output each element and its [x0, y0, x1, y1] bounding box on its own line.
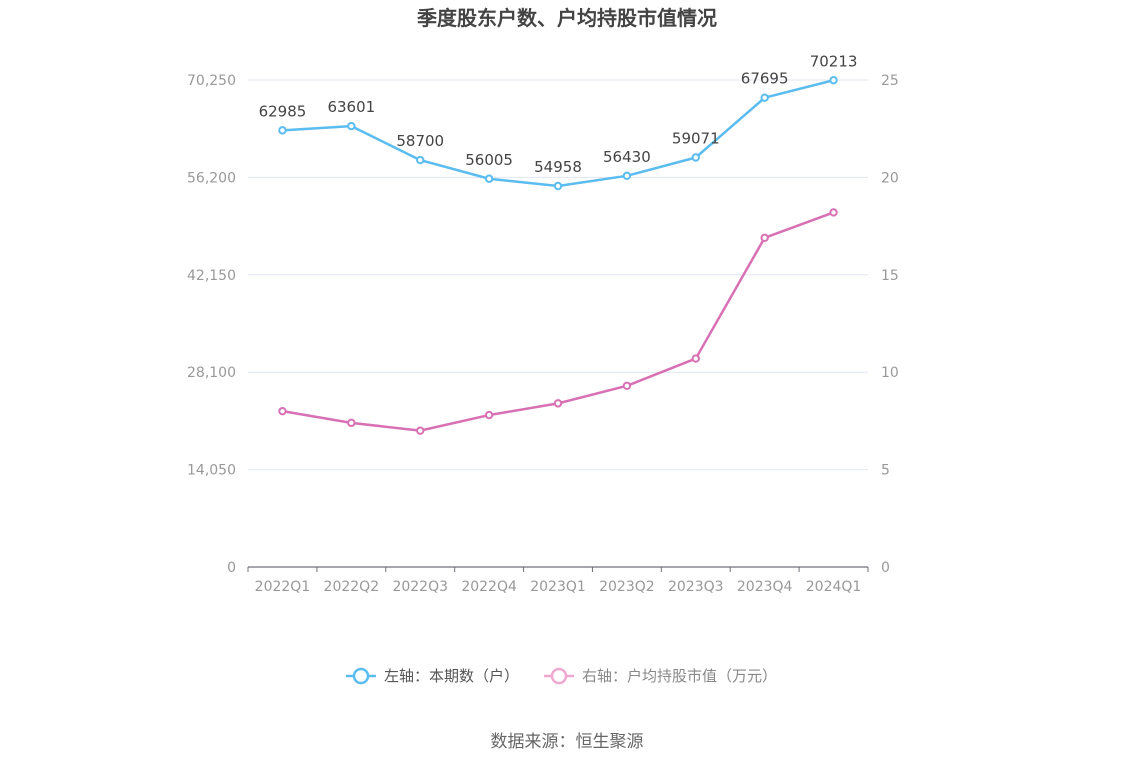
x-axis-tick-label: 2023Q2	[599, 579, 655, 595]
data-point[interactable]	[553, 399, 563, 408]
x-axis-tick-label: 2023Q4	[737, 579, 793, 595]
data-label: 62985	[259, 102, 307, 120]
data-label: 56005	[465, 151, 513, 169]
right-axis-tick: 20	[881, 170, 899, 186]
series-line-1	[282, 211, 834, 432]
data-label: 63601	[327, 98, 375, 116]
data-point[interactable]	[553, 181, 563, 191]
left-axis-tick: 70,250	[187, 73, 236, 89]
right-axis-tick: 15	[881, 268, 899, 284]
data-point[interactable]	[829, 76, 838, 85]
series-layer: 62985 63601 58700 56005 54958 56430 59071 67695…	[259, 52, 858, 435]
data-label: 67695	[741, 70, 789, 88]
right-axis-tick: 0	[881, 560, 890, 576]
data-point[interactable]	[760, 93, 769, 102]
x-axis-tick-label: 2023Q1	[530, 579, 586, 595]
data-point[interactable]	[416, 426, 425, 435]
legend-marker-icon	[352, 667, 370, 685]
left-axis-tick: 56,200	[187, 170, 236, 186]
x-axis: 2022Q1 2022Q2 2022Q3 2022Q4 2023Q1 2023Q2 2023…	[247, 566, 869, 595]
x-axis-tick-label: 2022Q2	[324, 579, 380, 595]
right-axis: 0 5 10 15 20 25	[881, 73, 899, 576]
x-axis-tick-label: 2023Q3	[668, 579, 724, 595]
data-label: 58700	[396, 132, 444, 150]
x-axis-tick-label: 2024Q1	[806, 579, 862, 595]
left-axis-tick: 0	[227, 560, 236, 576]
data-point[interactable]	[347, 418, 356, 428]
data-label: 56430	[603, 148, 651, 166]
data-point[interactable]	[622, 171, 632, 181]
source-note: 数据来源：恒生聚源	[491, 732, 644, 752]
data-point[interactable]	[278, 126, 287, 135]
legend[interactable]: 左轴：本期数（户） 右轴：户均持股市值（万元）	[346, 667, 777, 685]
data-point[interactable]	[416, 155, 425, 165]
data-point[interactable]	[760, 233, 769, 242]
x-axis-tick-label: 2022Q1	[255, 579, 311, 595]
data-point[interactable]	[691, 153, 700, 162]
data-label: 54958	[534, 158, 582, 176]
x-axis-tick-label: 2022Q3	[392, 579, 448, 595]
data-point[interactable]	[691, 354, 700, 363]
left-axis: 0 14,050 28,100 42,150 56,200 70,250	[187, 73, 236, 576]
right-axis-tick: 10	[881, 365, 899, 381]
data-point[interactable]	[347, 121, 356, 131]
data-label: 70213	[810, 52, 858, 70]
data-point[interactable]	[484, 410, 494, 420]
grid	[248, 79, 868, 471]
data-point[interactable]	[484, 174, 494, 183]
left-axis-tick: 42,150	[187, 268, 236, 284]
legend-marker-icon	[550, 667, 568, 685]
left-axis-tick: 14,050	[187, 463, 236, 479]
legend-label[interactable]: 右轴：户均持股市值（万元）	[582, 667, 777, 685]
data-point[interactable]	[622, 381, 632, 391]
chart-title: 季度股东户数、户均持股市值情况	[416, 6, 717, 30]
data-label: 59071	[672, 129, 720, 147]
x-axis-tick-label: 2022Q4	[461, 579, 517, 595]
legend-label[interactable]: 左轴：本期数（户）	[384, 667, 519, 685]
right-axis-tick: 25	[881, 73, 899, 89]
data-point[interactable]	[829, 208, 838, 217]
data-point[interactable]	[278, 406, 287, 416]
left-axis-tick: 28,100	[187, 365, 236, 381]
right-axis-tick: 5	[881, 463, 890, 479]
